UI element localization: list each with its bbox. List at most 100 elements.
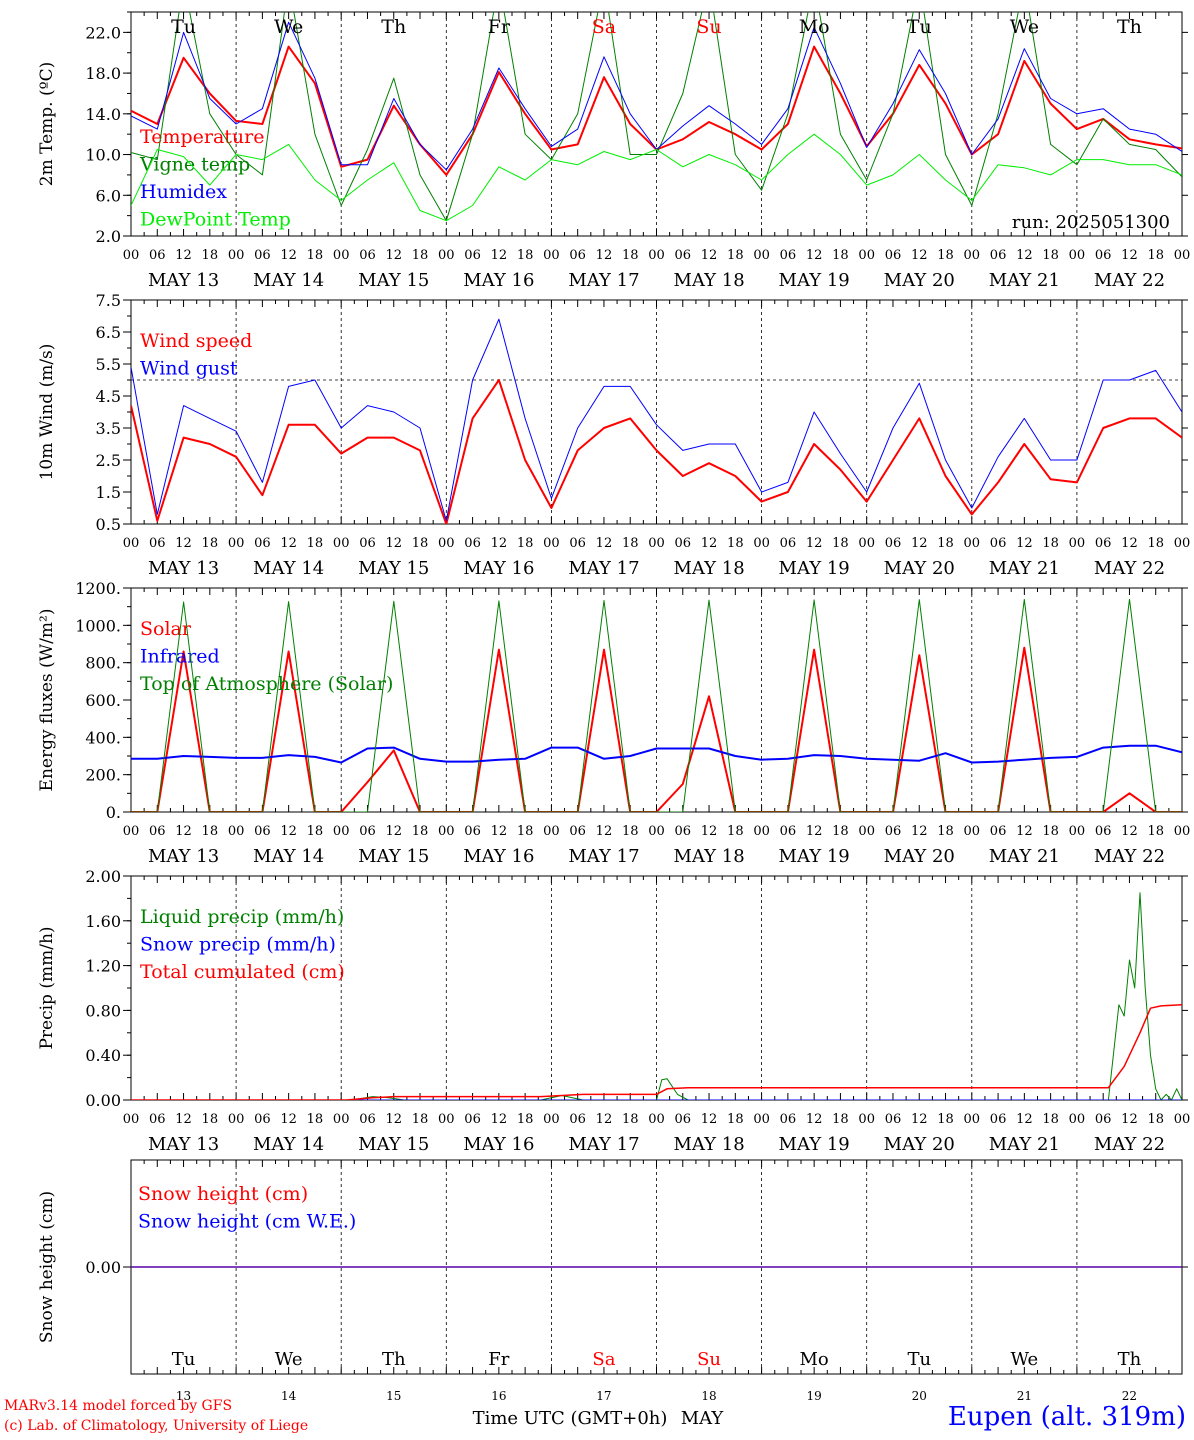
x-hour-label: 18	[307, 248, 324, 263]
x-hour-label: 06	[675, 824, 692, 839]
x-hour-label: 00	[648, 248, 665, 263]
series-line-wind-gust	[131, 318, 1182, 522]
y-tick-label: 0.80	[85, 1001, 121, 1020]
x-day-label: MAY 16	[463, 1134, 534, 1155]
series-line-vigne-temp	[131, 12, 1182, 222]
x-hour-label: 12	[175, 824, 192, 839]
x-hour-label: 12	[701, 824, 718, 839]
x-hour-label: 06	[885, 248, 902, 263]
x-day-label: MAY 15	[358, 558, 429, 579]
x-day-label: MAY 18	[673, 1134, 744, 1155]
y-tick-label: 1200.	[75, 579, 121, 598]
day-number-label: 19	[807, 1389, 822, 1403]
y-tick-label: 6.5	[96, 323, 121, 342]
legend-entry: Wind speed	[140, 330, 252, 352]
x-hour-label: 12	[385, 1112, 402, 1127]
legend-entry: Total cumulated (cm)	[140, 961, 345, 983]
x-day-label: MAY 15	[358, 846, 429, 867]
x-day-label: MAY 13	[148, 1134, 219, 1155]
series-line-dewpoint-temp	[131, 133, 1182, 222]
x-hour-label: 18	[1042, 1112, 1059, 1127]
x-hour-label: 18	[412, 824, 429, 839]
weekday-label: Tu	[907, 1349, 931, 1370]
x-hour-label: 12	[806, 536, 823, 551]
y-tick-label: 2.5	[96, 451, 121, 470]
weekday-label: Mo	[800, 1349, 829, 1370]
y-tick-label: 0.00	[85, 1091, 121, 1110]
x-hour-label: 00	[753, 248, 770, 263]
run-label: run: 2025051300	[1012, 212, 1170, 233]
x-day-label: MAY 14	[253, 270, 324, 291]
x-hour-label: 06	[990, 1112, 1007, 1127]
x-hour-label: 06	[254, 1112, 271, 1127]
y-tick-label: 2.00	[85, 867, 121, 886]
x-hour-label: 18	[937, 1112, 954, 1127]
series-line-wind-speed	[131, 379, 1182, 524]
x-hour-label: 18	[412, 536, 429, 551]
x-day-label: MAY 19	[779, 270, 850, 291]
x-hour-label: 12	[175, 536, 192, 551]
legend-entry: Top of Atmosphere (Solar)	[140, 673, 393, 695]
x-hour-label: 00	[964, 248, 981, 263]
x-day-label: MAY 20	[884, 270, 955, 291]
y-tick-label: 5.5	[96, 355, 121, 374]
x-hour-label: 18	[832, 248, 849, 263]
x-hour-label: 12	[1121, 824, 1138, 839]
x-hour-label: 00	[858, 824, 875, 839]
y-tick-label: 0.00	[85, 1258, 121, 1277]
weekday-label: We	[274, 16, 303, 38]
x-hour-label: 00	[1174, 248, 1191, 263]
y-tick-label: 400.	[85, 728, 121, 747]
x-hour-label: 12	[596, 824, 613, 839]
x-hour-label: 18	[517, 248, 534, 263]
x-day-label: MAY 21	[989, 1134, 1060, 1155]
x-day-label: MAY 13	[148, 846, 219, 867]
x-hour-label: 06	[675, 536, 692, 551]
y-axis-title: 10m Wind (m/s)	[37, 344, 57, 481]
x-hour-label: 06	[885, 536, 902, 551]
x-hour-label: 12	[701, 1112, 718, 1127]
x-hour-label: 12	[911, 824, 928, 839]
y-tick-label: 14.0	[85, 105, 121, 124]
x-hour-label: 12	[175, 1112, 192, 1127]
x-hour-label: 18	[412, 248, 429, 263]
x-day-label: MAY 19	[779, 846, 850, 867]
x-day-label: MAY 22	[1094, 846, 1165, 867]
series-line-top-of-atmosphere-solar-	[131, 598, 1182, 812]
y-axis-title: 2m Temp. (ºC)	[37, 62, 57, 187]
x-axis-title: Time UTC (GMT+0h)	[473, 1408, 668, 1429]
x-day-label: MAY 15	[358, 270, 429, 291]
x-hour-label: 12	[385, 536, 402, 551]
series-line-total-cumulated-cm-	[131, 1004, 1182, 1100]
x-hour-label: 06	[149, 824, 166, 839]
x-hour-label: 18	[832, 824, 849, 839]
y-tick-label: 18.0	[85, 64, 121, 83]
x-hour-label: 18	[937, 824, 954, 839]
x-day-label: MAY 22	[1094, 1134, 1165, 1155]
x-hour-label: 00	[333, 536, 350, 551]
x-hour-label: 12	[1016, 1112, 1033, 1127]
x-hour-label: 00	[964, 1112, 981, 1127]
x-day-label: MAY 19	[779, 558, 850, 579]
x-hour-label: 00	[1069, 248, 1086, 263]
x-hour-label: 18	[622, 1112, 639, 1127]
y-tick-label: 800.	[85, 654, 121, 673]
x-hour-label: 00	[333, 248, 350, 263]
x-hour-label: 00	[228, 1112, 245, 1127]
x-day-label: MAY 17	[568, 270, 639, 291]
y-tick-label: 3.5	[96, 419, 121, 438]
x-hour-label: 00	[964, 536, 981, 551]
x-day-label: MAY 14	[253, 1134, 324, 1155]
x-hour-label: 06	[464, 248, 481, 263]
x-hour-label: 12	[280, 1112, 297, 1127]
x-hour-label: 06	[780, 1112, 797, 1127]
x-hour-label: 06	[675, 1112, 692, 1127]
x-hour-label: 18	[517, 1112, 534, 1127]
legend-entry: Liquid precip (mm/h)	[140, 906, 344, 928]
x-hour-label: 00	[123, 536, 140, 551]
legend-entry: Infrared	[140, 646, 220, 668]
x-hour-label: 06	[780, 248, 797, 263]
x-hour-label: 06	[1095, 1112, 1112, 1127]
x-hour-label: 18	[727, 536, 744, 551]
y-tick-label: 1000.	[75, 616, 121, 635]
